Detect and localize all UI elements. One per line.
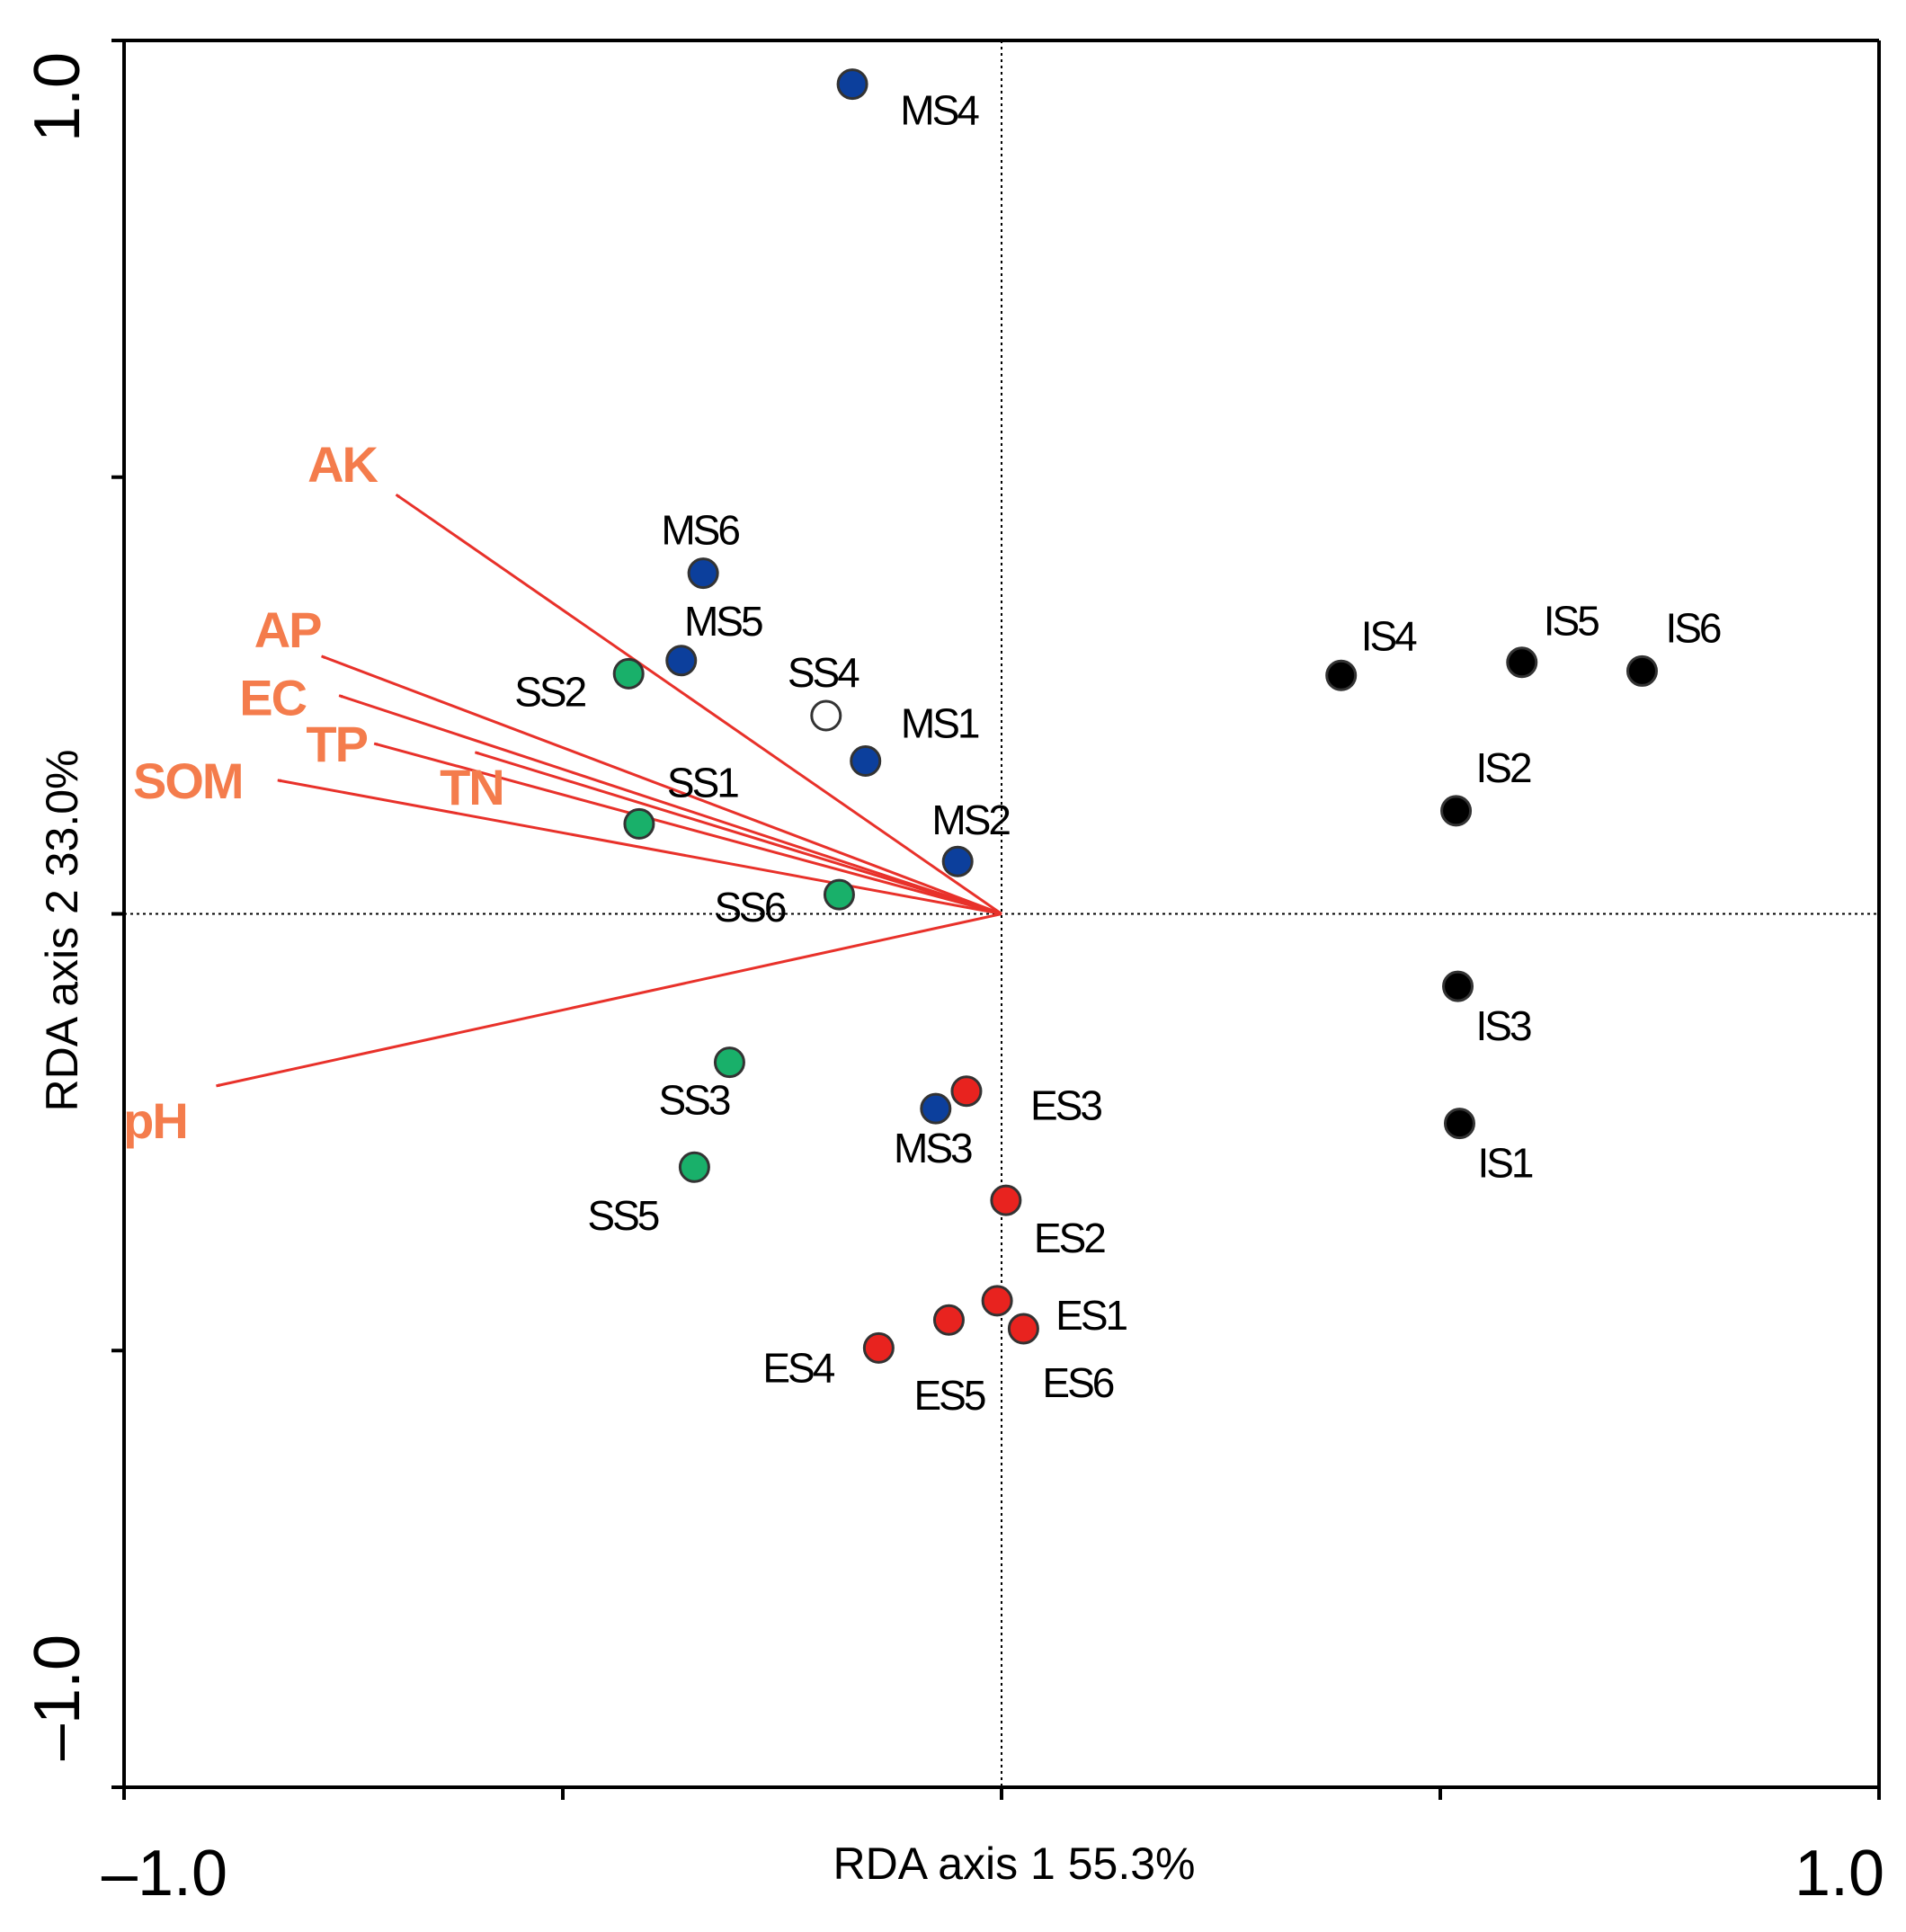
point-ms5	[665, 645, 698, 677]
environmental-arrows	[216, 493, 1002, 1088]
point-label-ss2: SS2	[514, 668, 585, 715]
arrow-ap	[321, 654, 1002, 915]
point-es3	[950, 1075, 983, 1108]
env-label-tp: TP	[306, 716, 367, 772]
point-is4	[1325, 659, 1358, 691]
env-label-ak: AK	[307, 436, 378, 493]
point-label-ss5: SS5	[587, 1192, 658, 1239]
point-is3	[1442, 970, 1474, 1002]
point-label-ms4: MS4	[900, 87, 979, 134]
point-is5	[1506, 646, 1538, 679]
point-ss3	[713, 1046, 745, 1079]
point-label-ss1: SS1	[667, 759, 738, 806]
point-label-is2: IS2	[1476, 744, 1531, 791]
point-is6	[1625, 654, 1658, 687]
point-label-ss4: SS4	[788, 649, 859, 696]
env-label-ph: pH	[123, 1092, 187, 1149]
point-is1	[1443, 1108, 1475, 1140]
arrow-ph	[216, 913, 1002, 1088]
point-label-is4: IS4	[1361, 612, 1417, 659]
arrow-tp	[373, 742, 1002, 915]
x-axis-title: RDA axis 1 55.3%	[833, 1839, 1196, 1889]
point-ss5	[678, 1151, 710, 1183]
sample-points	[612, 68, 1658, 1364]
env-label-tn: TN	[440, 759, 503, 815]
point-ms6	[687, 557, 719, 590]
point-label-es6: ES6	[1042, 1359, 1113, 1406]
point-ss2	[612, 657, 645, 690]
point-es2	[990, 1184, 1022, 1216]
env-label-som: SOM	[133, 752, 243, 809]
point-ms2	[941, 845, 974, 877]
point-label-es1: ES1	[1055, 1292, 1127, 1339]
point-label-ms5: MS5	[684, 598, 762, 645]
point-label-ms1: MS1	[901, 699, 979, 746]
point-es5	[932, 1304, 965, 1336]
y-axis-title: RDA axis 2 33.0%	[37, 750, 87, 1112]
point-is2	[1440, 795, 1473, 827]
point-es6	[1007, 1313, 1039, 1345]
point-es1	[981, 1285, 1013, 1317]
env-label-ap: AP	[254, 601, 321, 658]
env-label-ec: EC	[239, 670, 306, 726]
point-ss1	[623, 807, 655, 840]
point-ms1	[850, 744, 882, 777]
arrow-tn	[474, 751, 1002, 915]
point-ss4	[810, 699, 842, 732]
y-tick-label-min: –1.0	[22, 1634, 94, 1760]
point-ms4	[836, 68, 868, 101]
x-tick-label-min: –1.0	[102, 1838, 227, 1910]
axis-ticks	[111, 39, 1881, 1800]
arrow-ec	[338, 694, 1002, 915]
point-label-is6: IS6	[1665, 604, 1720, 651]
point-label-is3: IS3	[1475, 1002, 1530, 1049]
point-ss6	[823, 878, 855, 911]
point-label-es2: ES2	[1034, 1215, 1105, 1261]
point-label-ms3: MS3	[894, 1125, 972, 1171]
point-label-ss3: SS3	[658, 1077, 729, 1124]
point-label-ss6: SS6	[714, 884, 785, 930]
arrow-ak	[395, 493, 1002, 915]
point-label-ms2: MS2	[931, 797, 1010, 843]
point-label-ms6: MS6	[661, 507, 739, 554]
point-ms3	[920, 1092, 952, 1125]
point-label-es3: ES3	[1030, 1082, 1101, 1129]
point-label-es5: ES5	[913, 1372, 984, 1419]
sample-labels: MS4 MS6 MS5 MS1 MS2 MS3 SS2 SS4 SS1 SS6 SS3 SS5 ES3 E…	[514, 87, 1723, 1420]
point-label-is5: IS5	[1544, 598, 1599, 645]
x-tick-label-max: 1.0	[1795, 1838, 1884, 1910]
point-label-es4: ES4	[762, 1344, 834, 1391]
arrow-som	[277, 779, 1002, 915]
point-label-is1: IS1	[1477, 1140, 1532, 1187]
point-es4	[862, 1331, 895, 1364]
y-tick-label-max: 1.0	[22, 52, 94, 142]
